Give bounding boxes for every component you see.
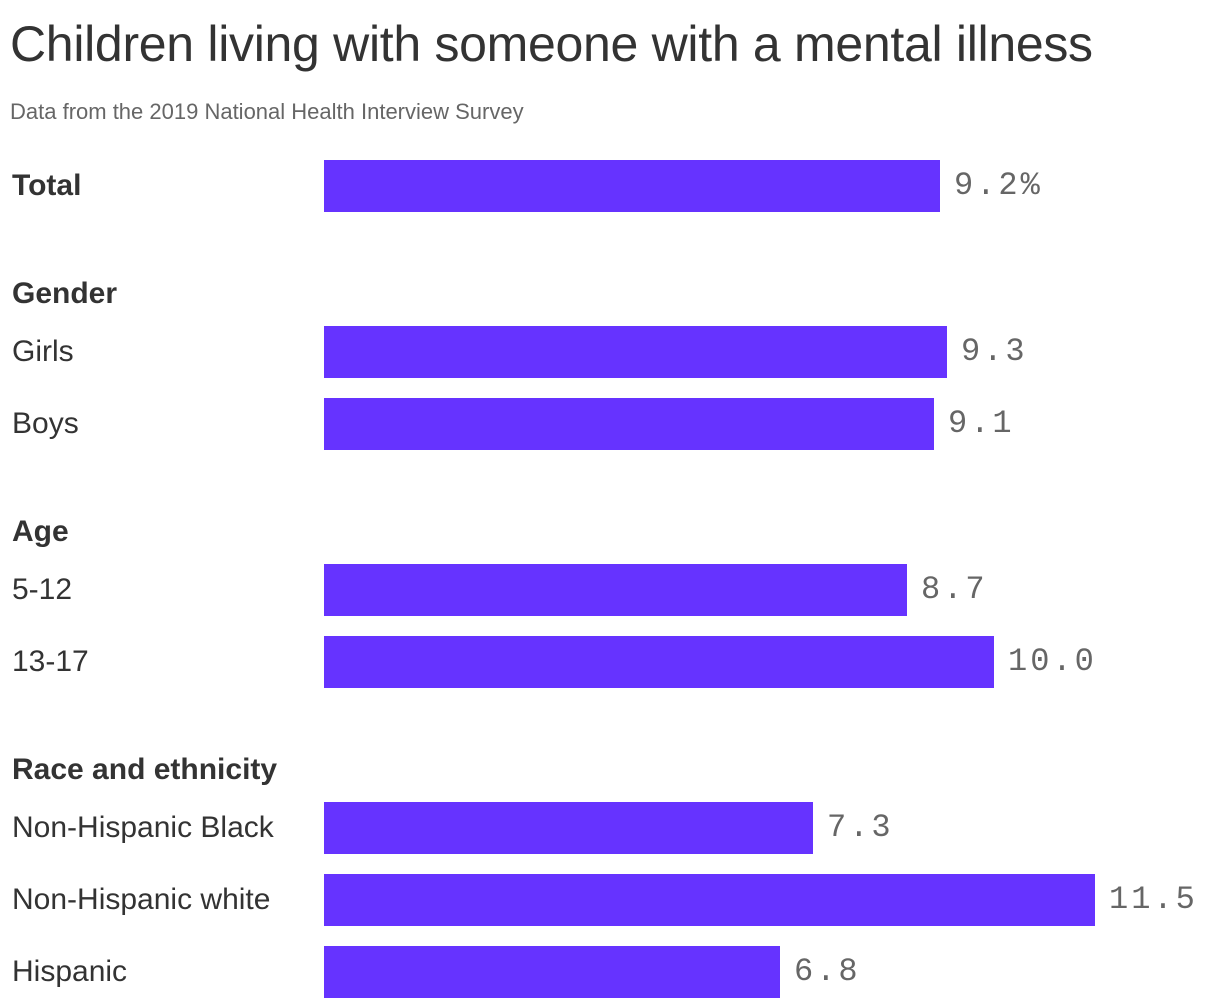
bar bbox=[324, 398, 934, 450]
chart-subtitle: Data from the 2019 National Health Inter… bbox=[10, 99, 524, 124]
chart-title: Children living with someone with a ment… bbox=[10, 16, 1093, 72]
bar bbox=[324, 802, 813, 854]
value-label: 6.8 bbox=[794, 953, 861, 990]
bar-chart: Total 9.2% Gender Girls 9.3 Boys 9.1 Age 5-12 8.7… bbox=[12, 160, 1198, 998]
category-label: Non-Hispanic Black bbox=[12, 811, 274, 844]
category-label: Girls bbox=[12, 335, 74, 368]
value-label: 9.1 bbox=[948, 405, 1015, 442]
category-label: Hispanic bbox=[12, 955, 128, 988]
bar bbox=[324, 874, 1095, 926]
value-label: 8.7 bbox=[921, 571, 988, 608]
value-label: 7.3 bbox=[827, 809, 894, 846]
category-label: 5-12 bbox=[12, 573, 73, 606]
value-label: 11.5 bbox=[1109, 881, 1198, 918]
bar bbox=[324, 564, 907, 616]
category-label: Non-Hispanic white bbox=[12, 883, 271, 916]
bar bbox=[324, 636, 994, 688]
value-label: 10.0 bbox=[1008, 643, 1097, 680]
group-label: Gender bbox=[12, 277, 118, 310]
group-label: Age bbox=[12, 515, 69, 548]
category-label: Total bbox=[12, 169, 82, 202]
bar bbox=[324, 946, 780, 998]
value-label: 9.3 bbox=[961, 333, 1028, 370]
group-label: Race and ethnicity bbox=[12, 753, 278, 786]
category-label: 13-17 bbox=[12, 645, 89, 678]
bar bbox=[324, 326, 947, 378]
value-label: 9.2% bbox=[954, 167, 1043, 204]
bar bbox=[324, 160, 940, 212]
category-label: Boys bbox=[12, 407, 79, 440]
